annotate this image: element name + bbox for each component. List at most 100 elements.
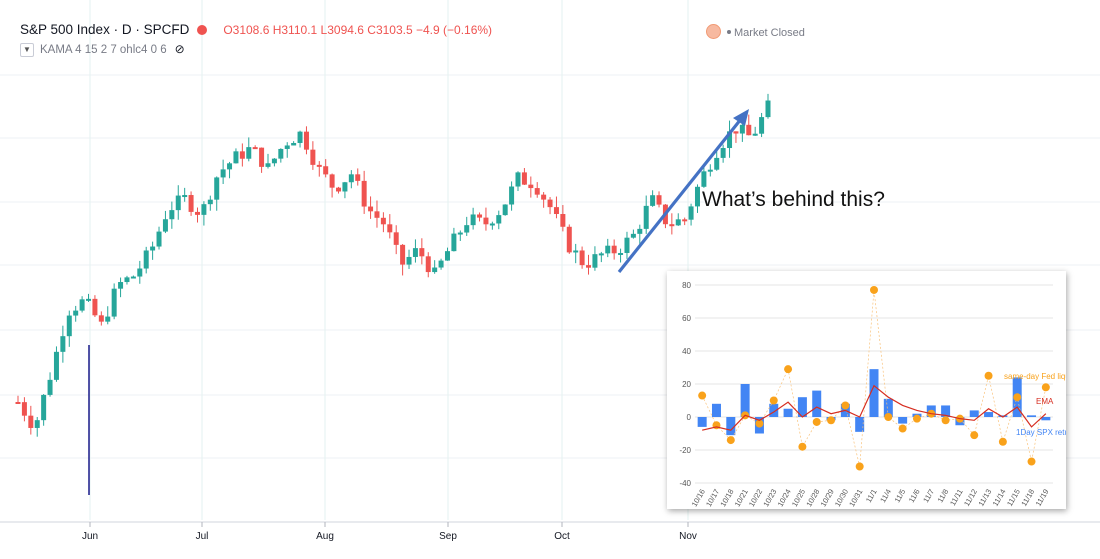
symbol-title[interactable]: S&P 500 Index · D · SPCFD [20,22,190,37]
inset-chart-svg: 80 60 40 20 0 -20 -4010/1610/1710/1810/2110/22… [679,281,1066,509]
inset-bar [769,403,779,417]
inset-x-tick-label: 10/25 [790,488,807,509]
inset-scatter-point [1013,393,1022,402]
candle-body [765,100,771,118]
candle-body [579,250,585,266]
candle-body [336,187,342,192]
inset-bar [1041,417,1051,421]
inset-scatter-point [884,413,893,421]
inset-bar [883,398,893,417]
indicator-label[interactable]: KAMA 4 15 2 7 ohlc4 0 6 [40,44,167,56]
inset-bar [797,397,807,417]
inset-scatter-point [827,416,836,425]
candle-body [143,250,149,269]
candle-body [137,268,143,277]
candle-body [650,195,656,206]
hidden-eye-icon[interactable]: ⊘ [174,42,185,56]
candle-body [470,214,476,226]
inset-x-tick-label: 10/16 [690,488,707,509]
market-status-label: Market Closed [734,27,805,39]
close-value: C3103.5 [367,23,413,37]
legend-spx-return: 1Day SPX retu [1016,428,1066,437]
inset-x-tick-label: 11/7 [921,488,936,505]
candle-body [489,223,495,226]
candle-body [252,147,258,150]
candle-body [541,194,547,200]
candle-body [233,151,239,164]
candle-body [175,195,181,211]
inset-x-tick-label: 10/24 [776,488,793,509]
inset-scatter-point [841,401,850,410]
x-tick-label: Nov [679,531,697,542]
candle-body [412,248,418,257]
candle-body [124,277,130,283]
candle-body [752,133,758,136]
collapse-chevron-icon[interactable]: ▼ [20,42,34,57]
inset-scatter-point [1041,383,1050,392]
candle-body [560,214,566,227]
candle-body [41,394,47,421]
candle-body [630,233,636,238]
candle-body [682,219,688,222]
candle-body [162,219,168,232]
candle-body [387,224,393,233]
candle-body [432,267,438,273]
inset-x-tick-label: 10/22 [747,488,764,509]
candle-body [528,184,534,189]
inset-x-tick-label: 10/30 [833,488,850,509]
inset-x-tick-label: 10/18 [718,488,735,509]
inset-x-tick-label: 11/12 [962,488,979,508]
trend-arrow [617,118,743,273]
candle-body [393,232,399,245]
inset-x-tick-label: 11/19 [1034,488,1051,508]
candle-body [156,231,162,247]
inset-scatter-point [784,365,793,374]
candle-body [98,315,104,322]
inset-scatter-point [812,417,821,426]
low-value: L3094.6 [320,23,364,37]
inset-bar [711,403,721,417]
candle-body [759,117,765,134]
inset-bar [812,390,822,417]
candle-body [637,228,643,234]
candle-body [118,282,124,289]
inset-chart: 80 60 40 20 0 -20 -40 10/16 10/17 10/18 10/21 10/22… [667,271,1066,509]
bullet-icon [727,30,731,34]
x-tick-label: Oct [554,531,570,542]
candle-body [419,248,425,257]
inset-scatter-point [726,436,735,445]
candle-body [227,163,233,170]
candle-body [271,158,277,164]
candle-body [169,210,175,220]
inset-x-tick-label: 10/31 [847,488,864,509]
inset-x-tick-label: 11/1 [864,488,879,505]
inset-scatter-point [698,391,707,400]
candle-body [483,217,489,225]
inset-scatter-point [755,419,764,428]
candle-body [502,204,508,216]
high-value: H3110.1 [272,23,318,37]
market-closed-icon [706,24,721,39]
candle-body [586,265,592,268]
candle-body [220,169,226,178]
candle-body [374,211,380,218]
candle-body [21,402,27,416]
candle-body [694,186,700,207]
inset-x-tick-label: 10/17 [704,488,721,509]
candle-body [515,172,521,187]
candle-body [28,415,34,428]
candle-body [618,252,624,255]
inset-x-tick-label: 10/23 [761,488,778,509]
ohlc-values: O3108.6 H3110.1 L3094.6 C3103.5 −4.9 (−0… [223,23,492,37]
inset-bar [1027,415,1037,417]
candle-body [150,246,156,251]
inset-x-tick-label: 10/29 [819,488,836,509]
candle-body [496,215,502,224]
candle-body [259,147,265,167]
inset-y-tick-label: 40 [682,347,691,356]
candle-body [739,124,745,134]
open-value: O3108.6 [223,23,270,37]
inset-bar [726,417,736,436]
candle-body [297,131,303,143]
inset-x-tick-label: 10/21 [733,488,750,509]
